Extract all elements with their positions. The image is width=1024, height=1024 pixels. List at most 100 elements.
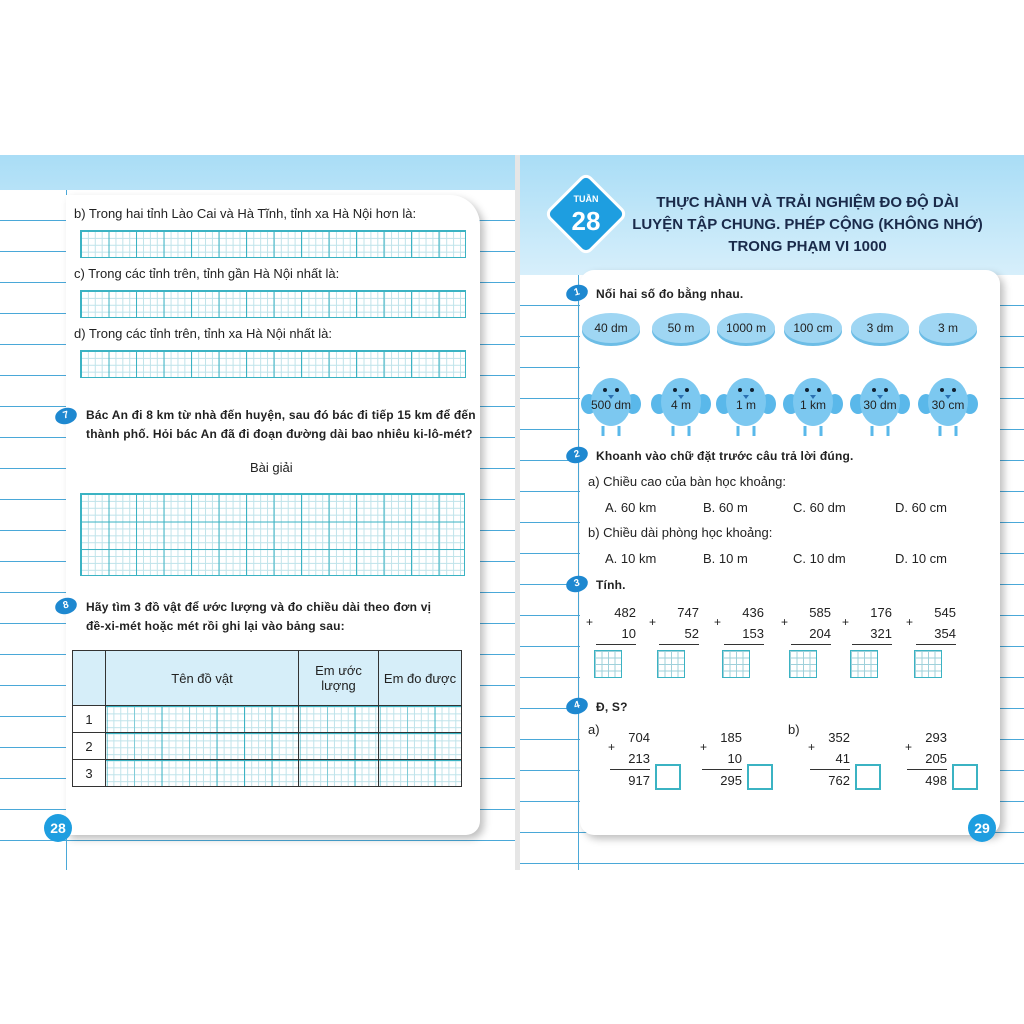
addend: 10 [596, 623, 636, 645]
plus-sign: + [905, 740, 913, 754]
measure-oval[interactable]: 100 cm [784, 313, 842, 343]
plus-sign: + [906, 615, 914, 629]
title-line: LUYỆN TẬP CHUNG. PHÉP CỘNG (KHÔNG NHỚ) [632, 216, 983, 233]
option-2b[interactable]: B. 10 m [703, 551, 748, 566]
true-false-box[interactable] [855, 764, 881, 790]
measure-oval[interactable]: 3 dm [851, 313, 909, 343]
answer-grid-d[interactable] [80, 350, 466, 378]
part-b-label: b) [788, 722, 800, 737]
addition-problem: 482 10 [596, 602, 636, 645]
header-object-name: Tên đồ vật [105, 650, 299, 706]
addend: 213 [610, 748, 650, 770]
header-measured: Em đo được [378, 650, 462, 706]
bird-measure-label: 1 km [799, 398, 826, 412]
title-line: THỰC HÀNH VÀ TRẢI NGHIỆM ĐO ĐỘ DÀI [656, 194, 959, 211]
table-row: 2 [72, 732, 462, 760]
true-false-box[interactable] [747, 764, 773, 790]
plus-sign: + [608, 740, 616, 754]
answer-grid[interactable] [722, 650, 750, 678]
cell-estimate[interactable] [298, 705, 379, 733]
question-d: d) Trong các tỉnh trên, tỉnh xa Hà Nội n… [74, 326, 332, 341]
measure-oval[interactable]: 50 m [652, 313, 710, 343]
objects-table: Tên đồ vật Em ước lượng Em đo được 1 2 3 [72, 650, 462, 787]
measure-oval[interactable]: 40 dm [582, 313, 640, 343]
addition-check: 185 10 295 [702, 727, 742, 791]
addend: 352 [828, 730, 850, 745]
addition-problem: 545 354 [916, 602, 956, 645]
true-false-box[interactable] [655, 764, 681, 790]
result: 762 [828, 773, 850, 788]
bird-measure-label: 1 m [735, 398, 756, 412]
row-index: 1 [72, 705, 106, 733]
addend: 204 [791, 623, 831, 645]
option-2a[interactable]: D. 60 cm [895, 500, 948, 515]
table-header-row: Tên đồ vật Em ước lượng Em đo được [72, 650, 462, 706]
cell-estimate[interactable] [298, 759, 379, 787]
addend: 585 [809, 605, 831, 620]
row-index: 2 [72, 732, 106, 760]
option-2a[interactable]: B. 60 m [703, 500, 748, 515]
question-1-text: Nối hai số đo bằng nhau. [596, 287, 744, 301]
addition-check: 352 41 762 [810, 727, 850, 791]
right-page [580, 270, 1000, 835]
addend: 293 [925, 730, 947, 745]
bird-icon[interactable] [651, 372, 711, 438]
true-false-box[interactable] [952, 764, 978, 790]
answer-grid[interactable] [594, 650, 622, 678]
bird-icon[interactable] [850, 372, 910, 438]
question-8-line2: đề-xi-mét hoặc mét rồi ghi lại vào bảng … [86, 619, 345, 633]
option-2a[interactable]: A. 60 km [605, 500, 657, 515]
plus-sign: + [842, 615, 850, 629]
cell-name[interactable] [105, 705, 299, 733]
answer-grid-c[interactable] [80, 290, 466, 318]
addend: 185 [720, 730, 742, 745]
bird-measure-label: 30 dm [863, 398, 897, 412]
question-2b: b) Chiều dài phòng học khoảng: [588, 525, 773, 540]
answer-grid-b[interactable] [80, 230, 466, 258]
addition-problem: 585 204 [791, 602, 831, 645]
cell-measured[interactable] [378, 732, 462, 760]
addend: 321 [852, 623, 892, 645]
option-2b[interactable]: C. 10 dm [793, 551, 846, 566]
cell-estimate[interactable] [298, 732, 379, 760]
option-2b[interactable]: D. 10 cm [895, 551, 948, 566]
answer-grid[interactable] [789, 650, 817, 678]
answer-grid[interactable] [657, 650, 685, 678]
bird-icon[interactable] [581, 372, 641, 438]
addition-problem: 176 321 [852, 602, 892, 645]
plus-sign: + [586, 615, 594, 629]
addend: 545 [934, 605, 956, 620]
right-margin-line [578, 275, 579, 870]
question-7-line1: Bác An đi 8 km từ nhà đến huyện, sau đó … [86, 408, 476, 422]
question-3-text: Tính. [596, 578, 626, 592]
answer-grid[interactable] [914, 650, 942, 678]
bird-icon[interactable] [716, 372, 776, 438]
answer-grid[interactable] [850, 650, 878, 678]
question-7-line2: thành phố. Hỏi bác An đã đi đoạn đường d… [86, 427, 473, 441]
addend: 205 [907, 748, 947, 770]
spine [515, 155, 520, 870]
cell-measured[interactable] [378, 705, 462, 733]
measure-oval[interactable]: 1000 m [717, 313, 775, 343]
result: 917 [628, 773, 650, 788]
cell-name[interactable] [105, 759, 299, 787]
plus-sign: + [808, 740, 816, 754]
question-2-text: Khoanh vào chữ đặt trước câu trả lời đún… [596, 449, 854, 463]
addition-check: 293 205 498 [907, 727, 947, 791]
addend: 10 [702, 748, 742, 770]
bird-icon[interactable] [918, 372, 978, 438]
option-2b[interactable]: A. 10 km [605, 551, 657, 566]
cell-measured[interactable] [378, 759, 462, 787]
question-c: c) Trong các tỉnh trên, tỉnh gần Hà Nội … [74, 266, 340, 281]
option-2a[interactable]: C. 60 dm [793, 500, 846, 515]
part-a-label: a) [588, 722, 600, 737]
solution-grid[interactable] [80, 493, 465, 576]
measure-oval[interactable]: 3 m [919, 313, 977, 343]
addition-check: 704 213 917 [610, 727, 650, 791]
addend: 176 [870, 605, 892, 620]
addend: 52 [659, 623, 699, 645]
cell-name[interactable] [105, 732, 299, 760]
week-number: 28 [571, 206, 601, 236]
page-title: THỰC HÀNH VÀ TRẢI NGHIỆM ĐO ĐỘ DÀI LUYỆN… [620, 192, 995, 258]
bird-icon[interactable] [783, 372, 843, 438]
